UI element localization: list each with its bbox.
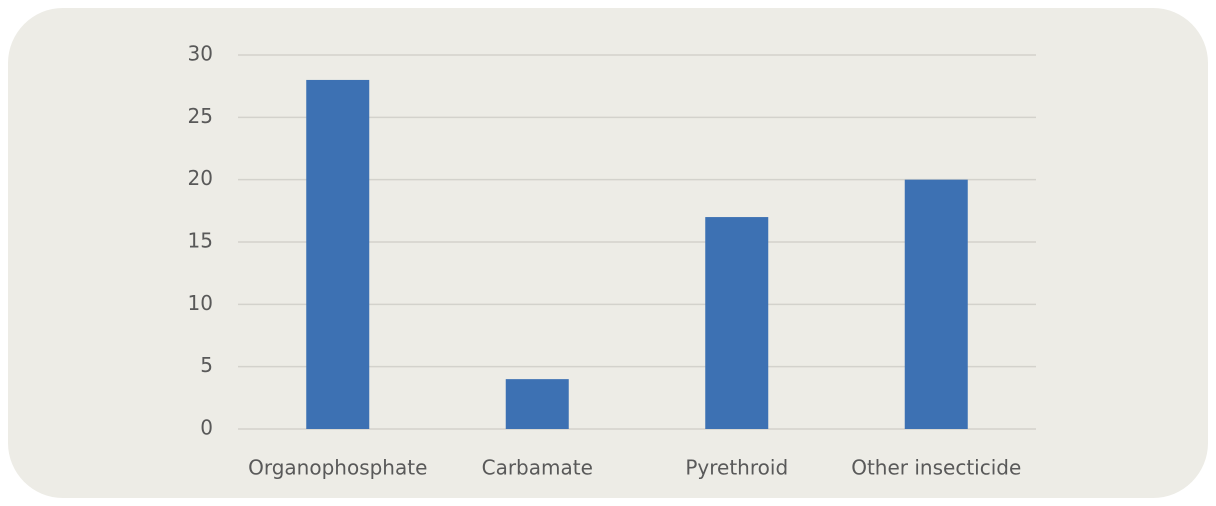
y-tick-label: 25: [188, 104, 213, 128]
x-tick-label: Pyrethroid: [685, 456, 788, 480]
bar: [505, 379, 569, 429]
y-tick-label: 10: [188, 291, 213, 315]
y-tick-label: 30: [188, 42, 213, 66]
y-tick-label: 0: [200, 416, 213, 440]
x-tick-label: Carbamate: [482, 456, 593, 480]
chart-background: [8, 8, 1208, 498]
bar: [705, 217, 769, 429]
bar: [904, 179, 968, 429]
y-tick-label: 20: [188, 166, 213, 190]
x-tick-label: Other insecticide: [851, 456, 1021, 480]
y-tick-label: 15: [188, 229, 213, 253]
x-tick-label: Organophosphate: [248, 456, 427, 480]
bar: [306, 79, 370, 429]
y-tick-label: 5: [200, 353, 213, 377]
